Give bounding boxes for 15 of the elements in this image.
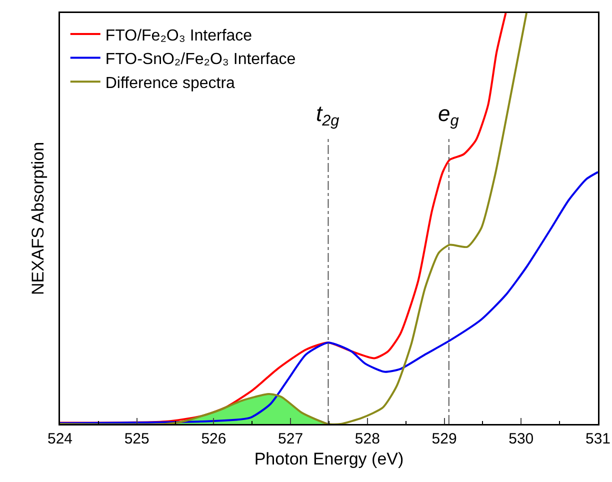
x-tick-label: 524 bbox=[47, 430, 73, 448]
legend-label: Difference spectra bbox=[105, 74, 236, 92]
x-tick-label: 531 bbox=[585, 430, 611, 448]
x-tick-label: 528 bbox=[354, 430, 380, 448]
x-tick-label: 530 bbox=[508, 430, 534, 448]
x-axis-title: Photon Energy (eV) bbox=[254, 450, 404, 469]
x-tick-label: 529 bbox=[432, 430, 457, 448]
legend-label: FTO/Fe₂O₃ Interface bbox=[105, 27, 252, 44]
x-tick-label: 526 bbox=[201, 430, 226, 448]
legend-label: FTO-SnO₂/Fe₂O₃ Interface bbox=[105, 51, 296, 68]
x-tick-label: 525 bbox=[124, 430, 150, 448]
ref-line-label: e$_{g}$ bbox=[438, 101, 460, 130]
x-tick-label: 527 bbox=[278, 430, 304, 448]
ref-line-label: t$_{2g}$ bbox=[316, 101, 340, 130]
y-axis-title: NEXAFS Absorption bbox=[28, 142, 48, 296]
